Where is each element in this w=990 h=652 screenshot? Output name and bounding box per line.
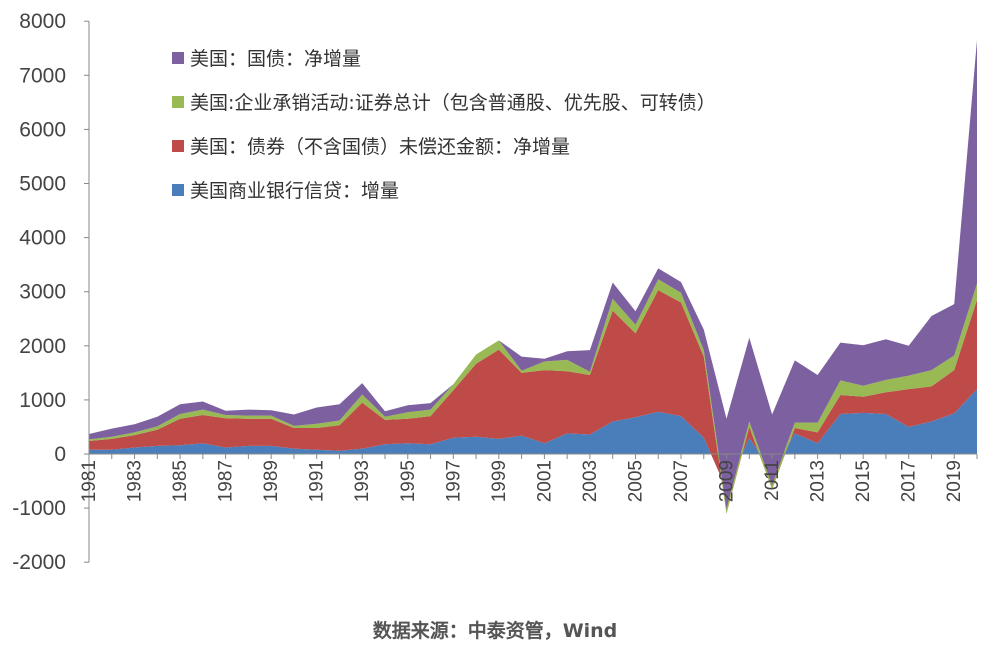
x-tick-label: 2003	[580, 460, 601, 502]
x-tick-label: 2009	[717, 460, 738, 502]
y-tick-label: 8000	[19, 10, 66, 33]
x-tick-label: 2011	[762, 460, 783, 501]
stacked-area-chart: -2000 -1000 0 1000 2000 3000 4000 5000 6000 7000 8…	[12, 10, 978, 574]
y-tick-label: 5000	[19, 173, 66, 196]
area-series-1	[89, 290, 977, 514]
area-series-3	[89, 40, 977, 509]
x-tick-label: 2013	[808, 460, 829, 502]
y-tick-label: 3000	[19, 281, 66, 304]
x-tick-label: 1991	[307, 460, 328, 502]
x-tick-label: 2019	[944, 460, 965, 502]
legend-label: 美国：国债：净增量	[190, 48, 361, 70]
y-tick-labels: -2000 -1000 0 1000 2000 3000 4000 5000 6000 7000 8…	[12, 10, 89, 574]
y-tick-label: 6000	[19, 118, 66, 141]
source-note: 数据来源：中泰资管，Wind	[372, 620, 618, 642]
legend-label: 美国：债券（不含国债）未偿还金额：净增量	[190, 136, 570, 158]
x-tick-label: 1981	[79, 460, 100, 502]
area-series-0	[89, 389, 977, 490]
x-tick-label: 1999	[489, 460, 510, 502]
x-tick-labels: 1981 1983 1985 1987 1989 1991 1993 1995 1997 1999…	[79, 454, 978, 502]
x-tick-label: 1993	[352, 460, 373, 502]
area-series-group	[89, 40, 977, 514]
y-tick-label: 7000	[19, 64, 66, 87]
x-tick-label: 2015	[853, 460, 874, 502]
x-tick-label: 1989	[261, 460, 282, 502]
y-tick-label: -1000	[12, 497, 66, 520]
legend-swatch	[172, 184, 184, 196]
x-tick-label: 1987	[216, 460, 237, 502]
x-tick-label: 1995	[398, 460, 419, 502]
legend-label: 美国商业银行信贷：增量	[190, 180, 399, 202]
legend-swatch	[172, 96, 184, 108]
x-tick-label: 1985	[170, 460, 191, 502]
x-tick-label: 2017	[899, 460, 920, 502]
y-tick-label: 4000	[19, 227, 66, 250]
x-tick-label: 1983	[125, 460, 146, 502]
y-tick-label: 1000	[19, 389, 66, 412]
x-tick-label: 2005	[625, 460, 646, 502]
y-tick-label: 2000	[19, 335, 66, 358]
legend-label: 美国:企业承销活动:证券总计（包含普通股、优先股、可转债）	[190, 92, 716, 114]
x-tick-label: 2007	[671, 460, 692, 502]
x-tick-label: 1997	[443, 460, 464, 502]
legend-swatch	[172, 140, 184, 152]
y-tick-label: -2000	[12, 551, 66, 574]
x-tick-label: 2001	[534, 460, 555, 502]
y-tick-label: 0	[54, 443, 66, 466]
legend-swatch	[172, 52, 184, 64]
